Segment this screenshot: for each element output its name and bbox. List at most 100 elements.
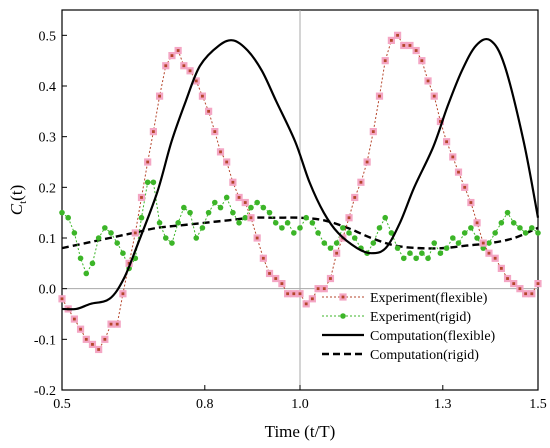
data-point-circle: [407, 250, 413, 256]
data-point-square: [351, 193, 359, 202]
data-point-square: [229, 178, 237, 186]
data-point-square: [528, 290, 536, 298]
data-point-square: [119, 290, 127, 298]
data-point-square: [333, 249, 341, 257]
y-axis-label-subscript: t: [17, 201, 29, 204]
data-point-square: [479, 239, 487, 247]
data-point-square: [265, 269, 274, 278]
data-point-square: [485, 249, 493, 257]
data-point-circle: [260, 204, 267, 211]
data-point-circle: [455, 240, 462, 246]
data-point-square: [168, 51, 176, 60]
data-point-circle: [468, 225, 474, 231]
data-point-circle: [120, 250, 126, 256]
data-point-square: [58, 295, 66, 303]
data-point-circle: [187, 209, 193, 216]
data-point-square: [284, 290, 292, 298]
data-point-circle: [351, 235, 358, 241]
data-point-circle: [95, 235, 102, 241]
data-point-square: [320, 285, 328, 293]
data-point-square: [454, 168, 463, 176]
data-point-square: [259, 254, 267, 262]
data-point-circle: [529, 225, 535, 231]
data-point-square: [88, 340, 97, 348]
data-point-circle: [370, 240, 377, 246]
data-point-circle: [266, 209, 273, 216]
data-point-square: [216, 148, 225, 156]
data-point-square: [290, 290, 298, 298]
data-point-circle: [449, 235, 456, 241]
data-point-square: [205, 107, 213, 115]
data-point-square: [430, 92, 438, 100]
data-point-circle: [461, 230, 468, 236]
data-point-circle: [315, 230, 321, 236]
data-point-circle: [291, 230, 297, 236]
data-point-circle: [431, 240, 438, 246]
data-point-square: [314, 285, 322, 293]
y-tick-label: 0.1: [39, 232, 57, 247]
data-point-circle: [162, 235, 169, 241]
series-layer: [58, 31, 542, 354]
data-point-square: [131, 229, 139, 237]
data-point-circle: [242, 214, 249, 221]
data-point-circle: [522, 230, 529, 236]
legend-label: Computation(flexible): [370, 329, 496, 344]
data-point-square: [369, 128, 377, 136]
y-tick-label: 0.2: [39, 181, 57, 196]
data-point-square: [253, 234, 261, 242]
data-point-circle: [193, 235, 200, 241]
y-tick-label: -0.2: [34, 384, 56, 399]
data-point-circle: [223, 194, 230, 201]
data-point-square: [424, 77, 432, 85]
data-point-circle: [498, 220, 505, 226]
ticks-layer: 0.5 0.8 1.0 1.3 1.5 -0.2 -0.1 0.0 0.1 0.2 0.3 0.4 0.…: [34, 29, 547, 412]
data-point-square: [510, 280, 518, 288]
data-point-circle: [284, 220, 291, 226]
data-point-square: [70, 315, 78, 323]
data-point-square: [443, 138, 451, 146]
legend: Experiment(flexible) Experiment(rigid) Com…: [322, 291, 496, 363]
data-point-square: [144, 158, 152, 166]
data-point-circle: [211, 199, 218, 206]
y-tick-label: 0.3: [39, 131, 57, 146]
data-point-circle: [272, 220, 279, 226]
data-point-square: [516, 285, 524, 293]
data-point-circle: [217, 204, 224, 211]
data-point-square: [461, 183, 469, 191]
data-point-circle: [89, 260, 96, 267]
data-point-square: [211, 128, 219, 136]
data-point-square: [308, 295, 316, 303]
data-point-circle: [327, 245, 334, 251]
data-point-square: [82, 335, 90, 343]
data-point-square: [241, 198, 249, 207]
data-point-circle: [199, 225, 206, 231]
data-point-circle: [504, 209, 511, 216]
data-point-circle: [248, 204, 254, 211]
data-point-square: [95, 345, 103, 354]
legend-marker-square: [339, 293, 347, 301]
data-point-square: [406, 41, 414, 50]
data-point-circle: [156, 220, 163, 226]
y-tick-label: 0.4: [39, 80, 57, 95]
data-point-circle: [321, 240, 328, 246]
y-axis-label-main: C: [7, 203, 26, 215]
data-point-square: [149, 128, 157, 136]
data-point-square: [247, 214, 255, 222]
series-line-2: [61, 37, 540, 311]
data-point-circle: [108, 230, 114, 236]
data-point-circle: [236, 220, 242, 226]
data-point-circle: [486, 240, 492, 246]
data-point-circle: [144, 179, 151, 186]
data-point-square: [174, 46, 182, 55]
data-point-circle: [150, 179, 157, 186]
y-tick-label: 0.5: [39, 29, 57, 44]
data-point-square: [418, 57, 426, 65]
data-point-circle: [474, 235, 480, 241]
data-point-circle: [492, 230, 498, 236]
x-tick-label: 1.3: [434, 397, 452, 412]
data-point-circle: [394, 245, 401, 251]
legend-label: Computation(rigid): [370, 348, 479, 363]
data-point-square: [467, 198, 475, 207]
data-point-circle: [413, 255, 419, 262]
